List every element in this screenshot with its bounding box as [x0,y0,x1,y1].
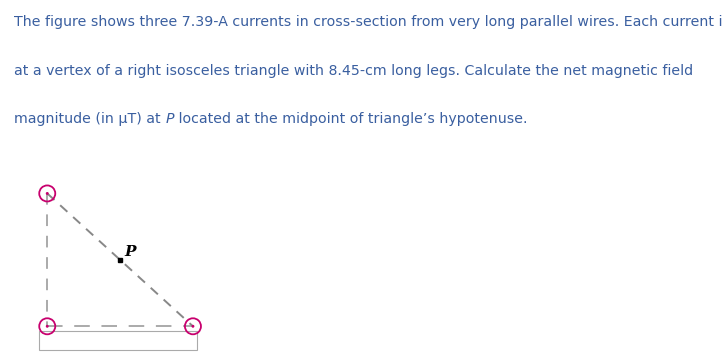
Text: The figure shows three 7.39-A currents in cross-section from very long parallel : The figure shows three 7.39-A currents i… [14,15,723,29]
Text: magnitude (in μT) at: magnitude (in μT) at [14,112,166,126]
Circle shape [46,192,48,195]
Text: located at the midpoint of triangle’s hypotenuse.: located at the midpoint of triangle’s hy… [174,112,528,126]
Circle shape [46,325,48,328]
Text: P: P [124,245,136,259]
FancyBboxPatch shape [38,332,197,350]
Text: at a vertex of a right isosceles triangle with 8.45-cm long legs. Calculate the : at a vertex of a right isosceles triangl… [14,64,693,78]
Text: P: P [166,112,174,126]
Circle shape [192,325,194,328]
